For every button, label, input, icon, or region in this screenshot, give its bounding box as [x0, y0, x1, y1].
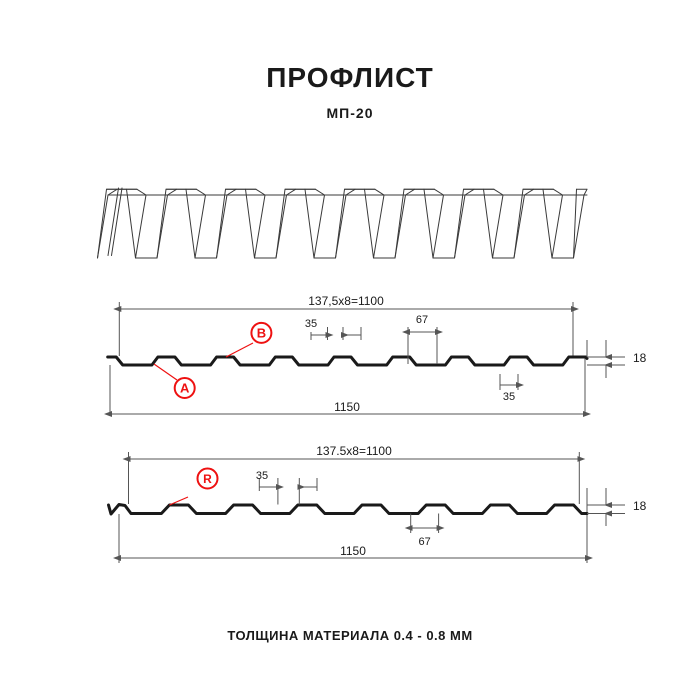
svg-text:1150: 1150 — [340, 544, 366, 558]
svg-text:18: 18 — [633, 499, 647, 513]
svg-text:67: 67 — [418, 536, 430, 548]
svg-text:18: 18 — [633, 351, 647, 365]
svg-text:1150: 1150 — [334, 400, 360, 414]
svg-text:137,5x8=1100: 137,5x8=1100 — [308, 294, 384, 308]
svg-text:35: 35 — [503, 391, 515, 403]
svg-text:35: 35 — [256, 470, 268, 482]
svg-text:137.5x8=1100: 137.5x8=1100 — [316, 444, 392, 458]
svg-text:A: A — [180, 381, 190, 396]
svg-text:R: R — [203, 472, 212, 486]
svg-text:35: 35 — [305, 318, 317, 330]
svg-text:B: B — [257, 325, 266, 340]
svg-text:67: 67 — [416, 314, 428, 326]
